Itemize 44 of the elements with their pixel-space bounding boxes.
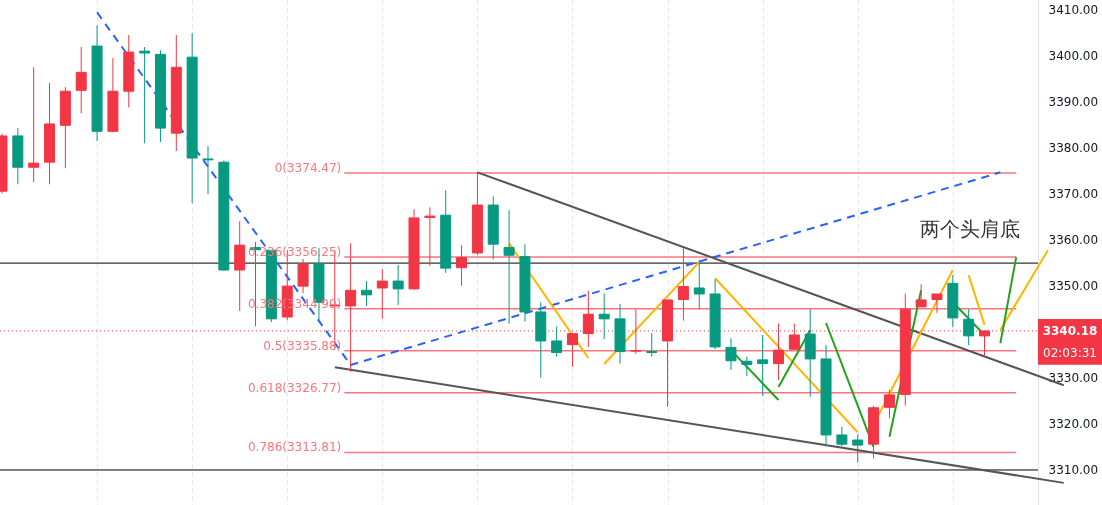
annotation: 两个头肩底 — [920, 217, 1020, 241]
candlestick — [424, 206, 436, 267]
y-tick-label: 3380.00 — [1048, 140, 1099, 155]
candlestick — [646, 332, 658, 358]
y-tick-label: 3360.00 — [1048, 233, 1099, 248]
candlestick — [598, 293, 610, 340]
candlestick — [757, 334, 769, 397]
y-tick-label: 3350.00 — [1048, 279, 1099, 294]
y-tick-label: 3390.00 — [1048, 94, 1099, 109]
y-tick-label: 3400.00 — [1048, 48, 1099, 63]
candlestick — [931, 293, 943, 314]
y-tick-label: 3330.00 — [1048, 371, 1099, 386]
candlestick — [741, 356, 753, 377]
candlestick — [360, 280, 372, 307]
candlestick — [551, 326, 563, 358]
candlestick — [915, 283, 927, 308]
candlestick — [852, 434, 864, 464]
y-tick-label: 3320.00 — [1048, 417, 1099, 432]
annotation: 02:03:31 — [1043, 345, 1097, 360]
candlestick — [28, 66, 40, 183]
candlestick — [963, 308, 975, 346]
candlestick — [202, 145, 214, 195]
candlestick — [297, 258, 309, 294]
candlestick — [456, 244, 468, 287]
y-tick-label: 3370.00 — [1048, 187, 1099, 202]
candlestick — [979, 329, 991, 358]
candlestick — [503, 209, 515, 325]
candlestick — [392, 264, 404, 306]
candlestick — [677, 247, 689, 322]
ref-line-label: 0.786(3313.81) — [247, 440, 342, 455]
ref-line-label: 0(3374.47) — [274, 160, 342, 175]
candlestick — [883, 389, 895, 419]
ref-line-label: 0.618(3326.77) — [247, 380, 342, 395]
candlestick — [693, 259, 705, 310]
candlestick — [582, 290, 594, 348]
ref-line-label: 3340.18 — [1042, 323, 1098, 338]
y-tick-label: 3410.00 — [1048, 2, 1099, 17]
candlestick — [725, 337, 737, 371]
candlestick — [376, 268, 388, 320]
candlestick — [836, 426, 848, 447]
y-tick-label: 3310.00 — [1048, 463, 1099, 478]
candlestick — [630, 308, 642, 355]
candlestick — [75, 46, 87, 114]
candlestick — [139, 46, 151, 144]
